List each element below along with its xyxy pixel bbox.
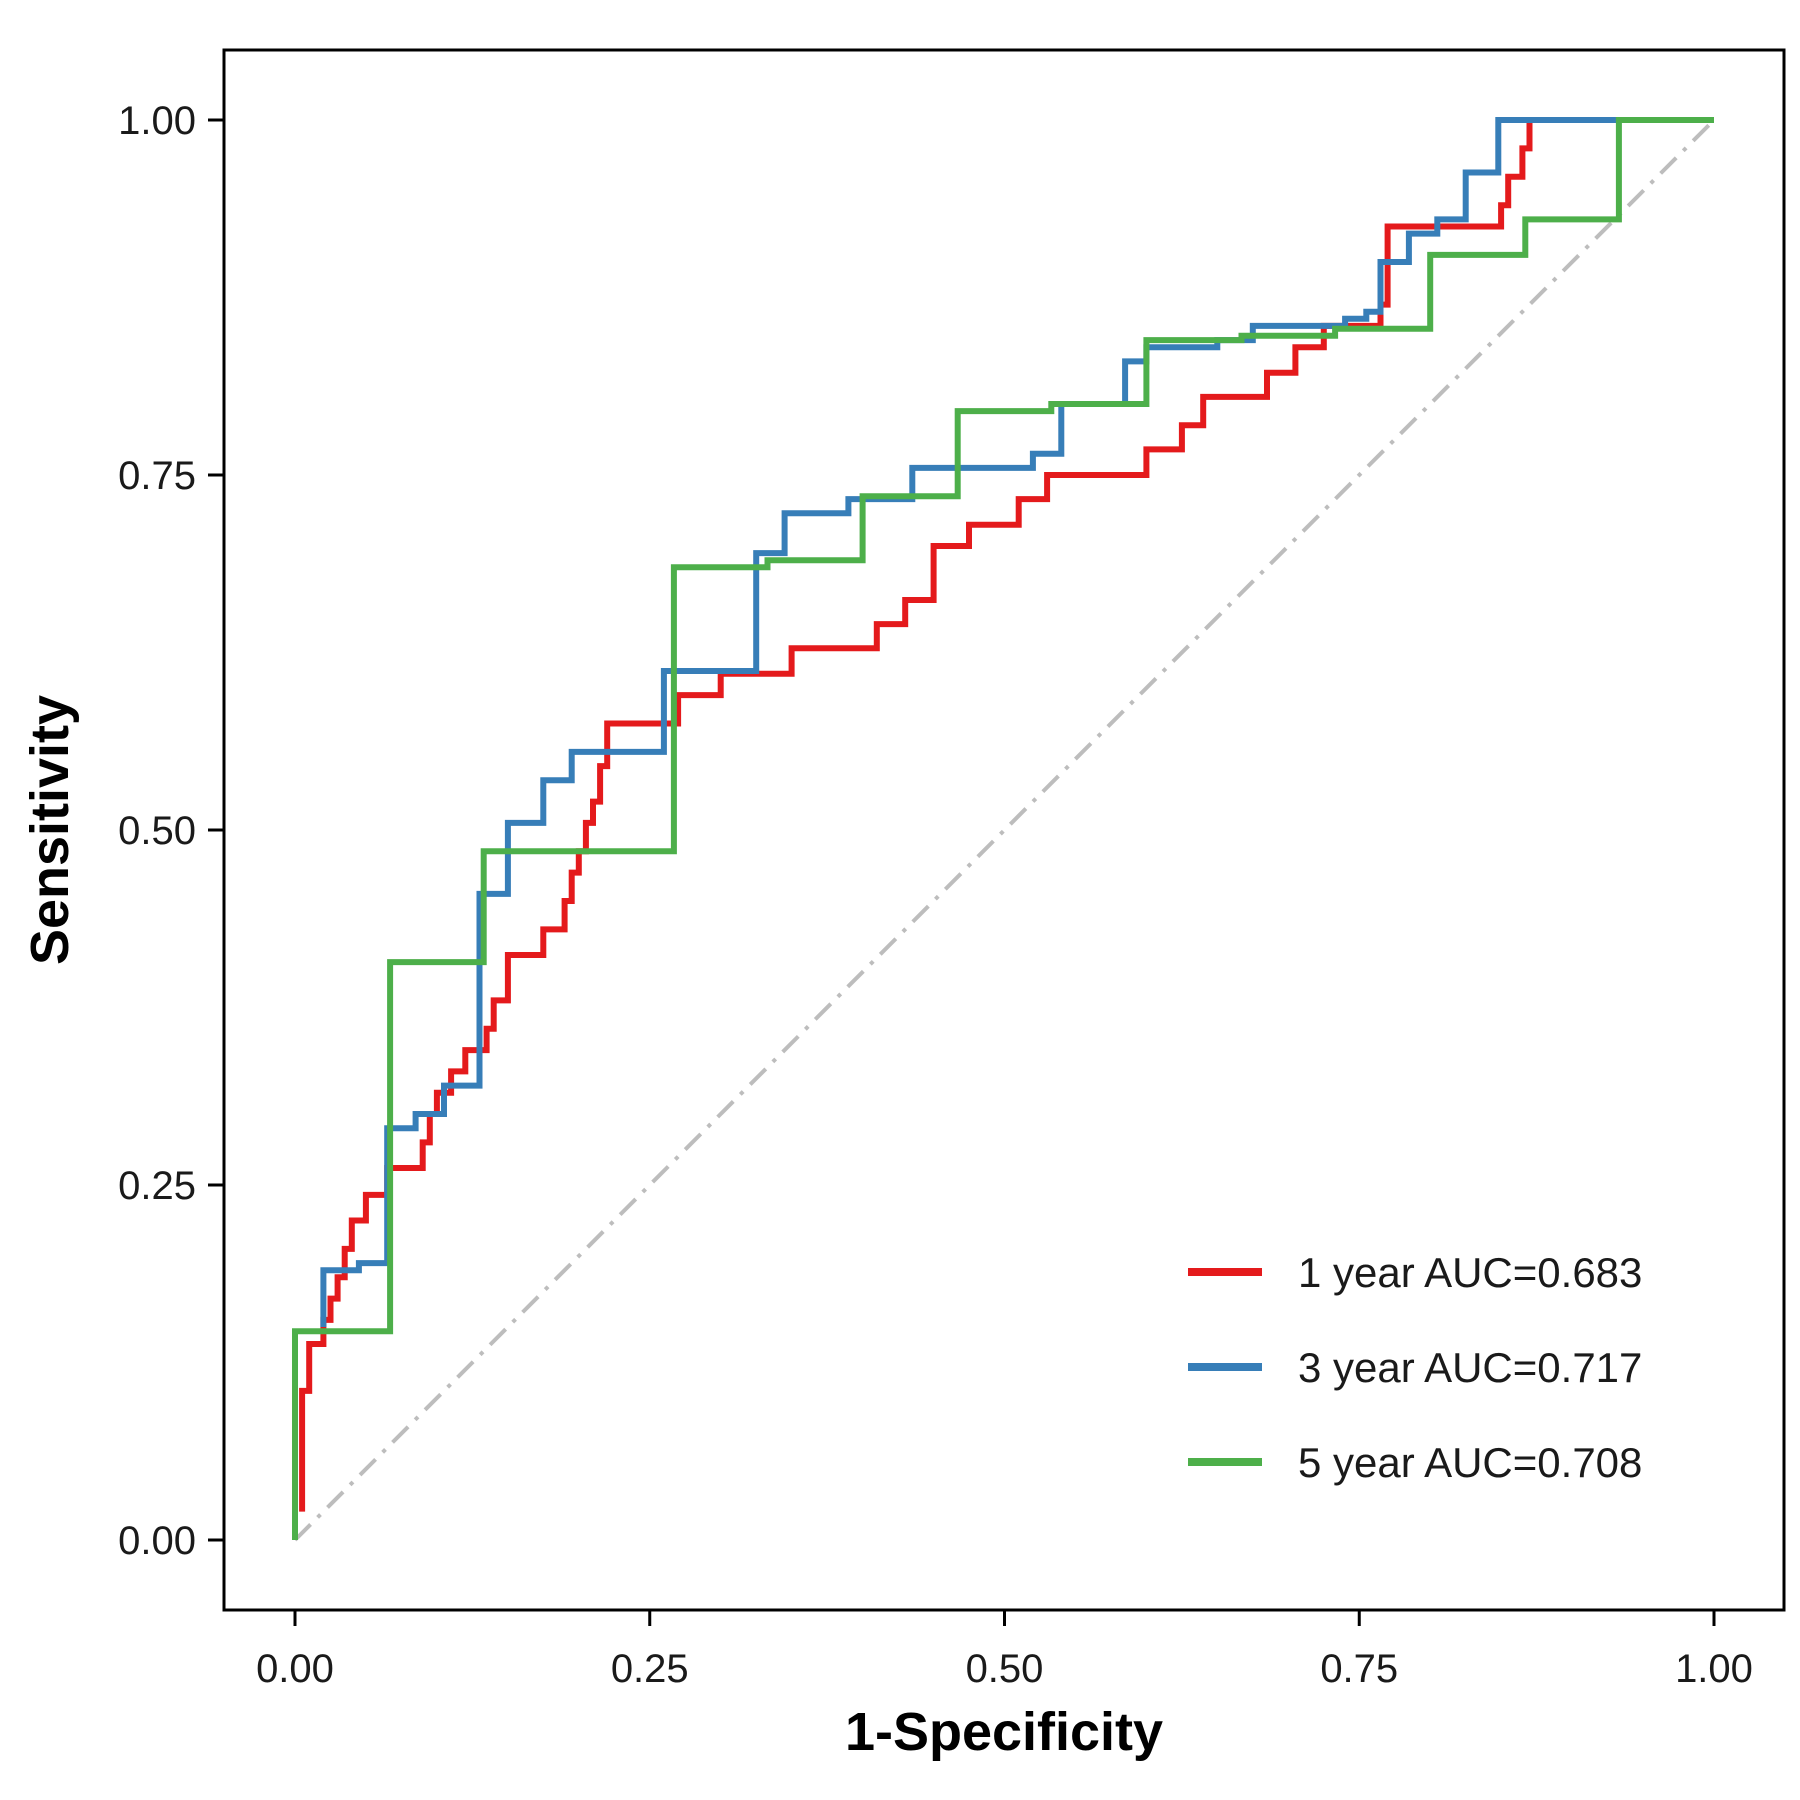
y-tick-label: 0.25 [118,1164,196,1208]
legend: 1 year AUC=0.683 3 year AUC=0.717 5 year A… [1188,1249,1642,1486]
y-tick-label: 0.75 [118,454,196,498]
series-line-1 [299,117,1714,1512]
legend-label-3: 5 year AUC=0.708 [1298,1439,1642,1486]
axis-layer: 0.00 0.25 0.50 0.75 1.00 0.00 0.25 0.50 0.75 1.00 [118,99,1753,1691]
legend-label-1: 1 year AUC=0.683 [1298,1249,1642,1296]
x-tick-label: 0.50 [966,1647,1044,1691]
reference-diagonal-line [293,118,1716,1542]
y-axis-title: Sensitivity [20,695,80,965]
series-line-2 [320,117,1714,1327]
y-tick-label: 0.50 [118,809,196,853]
y-tick-label: 0.00 [118,1519,196,1563]
x-tick-label: 0.25 [611,1647,689,1691]
series-line-3 [292,117,1714,1540]
y-tick-label: 1.00 [118,99,196,143]
x-axis-title: 1-Specificity [845,1702,1163,1762]
series-layer [292,117,1714,1540]
x-tick-label: 0.00 [256,1647,334,1691]
x-tick-label: 1.00 [1675,1647,1753,1691]
reference-line-layer [293,118,1716,1542]
x-tick-label: 0.75 [1320,1647,1398,1691]
legend-label-2: 3 year AUC=0.717 [1298,1344,1642,1391]
